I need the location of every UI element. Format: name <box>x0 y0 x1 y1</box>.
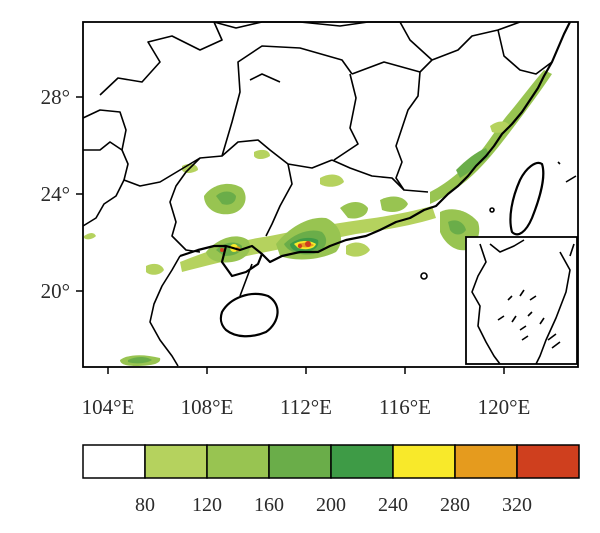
x-tick-label: 116°E <box>379 395 431 419</box>
colorbar-segment <box>454 444 518 479</box>
axis-ticks <box>76 96 505 374</box>
inset-map <box>465 236 578 365</box>
x-tick-label: 108°E <box>181 395 234 419</box>
colorbar-segment <box>516 444 580 479</box>
colorbar-segment <box>392 444 456 479</box>
colorbar-labels: 80 120 160 200 240 280 320 <box>135 494 532 516</box>
colorbar-segment <box>206 444 270 479</box>
colorbar-segment <box>144 444 208 479</box>
colorbar-segment <box>268 444 332 479</box>
colorbar-label: 120 <box>192 494 222 516</box>
colorbar-segment <box>82 444 146 479</box>
colorbar <box>82 444 580 479</box>
y-tick-label: 20° <box>41 279 70 303</box>
x-tick-label: 104°E <box>82 395 135 419</box>
colorbar-label: 280 <box>440 494 470 516</box>
precipitation-shading <box>84 70 552 366</box>
colorbar-label: 160 <box>254 494 284 516</box>
colorbar-label: 320 <box>502 494 532 516</box>
colorbar-segment <box>330 444 394 479</box>
colorbar-label: 240 <box>378 494 408 516</box>
y-tick-label: 24° <box>41 182 70 206</box>
x-tick-label: 120°E <box>478 395 531 419</box>
y-tick-label: 28° <box>41 85 70 109</box>
x-tick-label: 112°E <box>280 395 332 419</box>
colorbar-label: 80 <box>135 494 155 516</box>
colorbar-label: 200 <box>316 494 346 516</box>
coastline <box>149 21 577 367</box>
